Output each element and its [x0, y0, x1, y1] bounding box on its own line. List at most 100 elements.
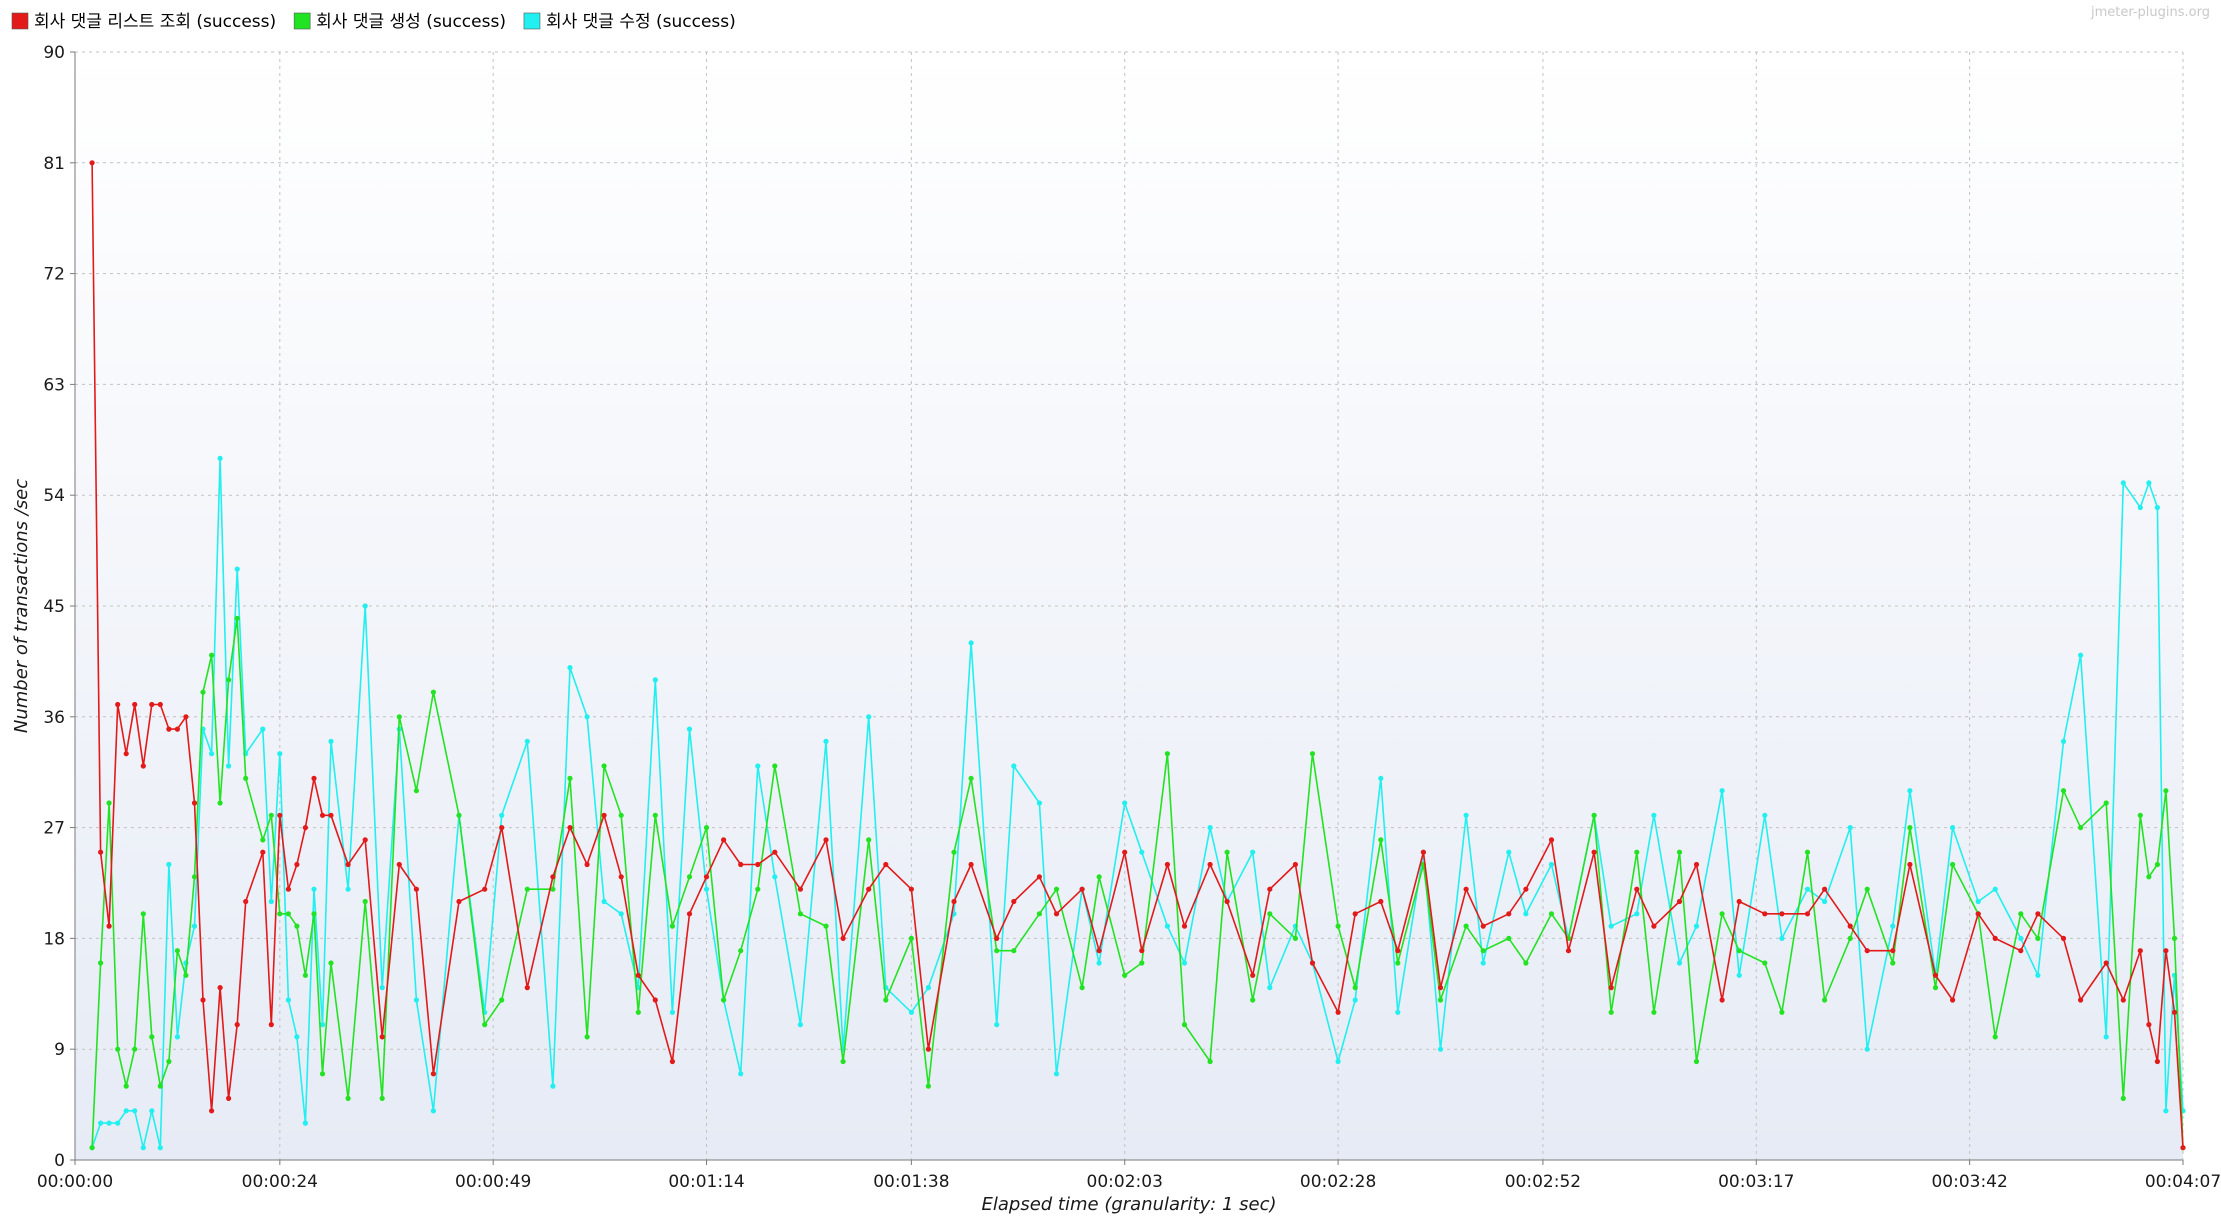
data-point: [1890, 948, 1896, 954]
data-point: [1207, 861, 1213, 868]
x-axis-title: Elapsed time (granularity: 1 sec): [982, 1194, 1277, 1215]
data-point: [140, 763, 146, 769]
data-point: [669, 1009, 676, 1015]
x-tick-label: 00:03:42: [1931, 1172, 2007, 1192]
data-point: [1804, 911, 1811, 917]
data-point: [994, 1022, 1000, 1028]
data-point: [209, 751, 215, 757]
data-point: [2035, 911, 2041, 917]
data-point: [1890, 923, 1896, 929]
data-point: [430, 1108, 436, 1114]
data-point: [396, 861, 402, 868]
data-point: [1608, 1009, 1614, 1015]
data-point: [1804, 886, 1811, 892]
data-point: [396, 714, 402, 720]
data-point: [1437, 997, 1444, 1003]
data-point: [908, 1009, 915, 1015]
data-point: [584, 861, 590, 868]
data-point: [550, 874, 556, 880]
data-point: [345, 886, 351, 892]
data-point: [1224, 849, 1230, 855]
data-point: [1608, 923, 1614, 929]
data-point: [328, 960, 334, 966]
data-point: [482, 886, 488, 892]
data-point: [738, 948, 744, 954]
data-point: [2163, 948, 2169, 954]
data-point: [157, 1083, 163, 1089]
data-point: [1292, 861, 1298, 868]
data-point: [1139, 849, 1145, 855]
legend: 회사 댓글 리스트 조회 (success) 회사 댓글 생성 (success)…: [11, 12, 736, 32]
data-point: [268, 812, 274, 818]
data-point: [601, 763, 607, 769]
data-point: [191, 923, 198, 929]
data-point: [1676, 960, 1683, 966]
data-point: [1719, 911, 1725, 917]
data-point: [1335, 1058, 1341, 1065]
data-point: [1907, 788, 1913, 794]
data-point: [1634, 911, 1640, 917]
data-point: [1822, 886, 1828, 892]
watermark: jmeter-plugins.org: [2090, 5, 2210, 20]
data-point: [1420, 849, 1426, 855]
data-point: [294, 1034, 300, 1040]
data-point: [157, 1145, 163, 1151]
data-point: [797, 886, 804, 892]
data-point: [908, 935, 915, 942]
data-point: [1651, 812, 1657, 818]
data-point: [1079, 985, 1085, 991]
data-point: [1762, 960, 1768, 966]
data-point: [1164, 751, 1170, 757]
data-point: [132, 701, 138, 708]
data-point: [883, 861, 889, 868]
data-point: [1437, 1046, 1444, 1052]
data-point: [499, 812, 505, 818]
data-point: [1292, 935, 1298, 942]
data-point: [1506, 849, 1512, 855]
data-point: [2103, 960, 2109, 966]
data-point: [2154, 504, 2160, 511]
x-tick-label: 00:01:14: [668, 1172, 744, 1192]
data-point: [243, 775, 249, 782]
data-point: [260, 837, 266, 843]
data-point: [567, 775, 573, 782]
data-point: [1907, 861, 1913, 868]
data-point: [1864, 948, 1870, 954]
data-point: [311, 775, 317, 782]
data-point: [994, 948, 1000, 954]
data-point: [1975, 898, 1981, 905]
data-point: [951, 849, 957, 855]
data-point: [1608, 985, 1614, 991]
data-point: [2103, 1034, 2109, 1040]
y-tick-label: 72: [43, 265, 65, 285]
data-point: [1847, 935, 1853, 942]
data-point: [2120, 997, 2126, 1003]
data-point: [1651, 923, 1657, 929]
data-point: [311, 886, 317, 892]
data-point: [1207, 1058, 1213, 1065]
data-point: [319, 1022, 326, 1028]
data-point: [277, 751, 283, 757]
data-point: [1676, 898, 1683, 905]
x-tick-label: 00:02:52: [1505, 1172, 1581, 1192]
data-point: [174, 726, 180, 732]
data-point: [217, 985, 223, 991]
data-point: [1053, 1071, 1060, 1077]
data-point: [1096, 960, 1102, 966]
y-axis-title: Number of transactions /sec: [11, 479, 32, 733]
data-point: [499, 997, 505, 1003]
data-point: [2146, 480, 2152, 486]
data-point: [260, 726, 266, 732]
data-point: [106, 923, 112, 929]
data-point: [635, 1009, 641, 1015]
data-point: [277, 812, 283, 818]
data-point: [686, 726, 693, 732]
x-tick-label: 00:01:38: [873, 1172, 949, 1192]
data-point: [567, 665, 573, 671]
data-point: [234, 615, 240, 621]
data-point: [2078, 997, 2084, 1003]
data-point: [1779, 1009, 1785, 1015]
data-point: [1693, 923, 1700, 929]
data-point: [652, 812, 658, 818]
data-point: [234, 566, 240, 572]
